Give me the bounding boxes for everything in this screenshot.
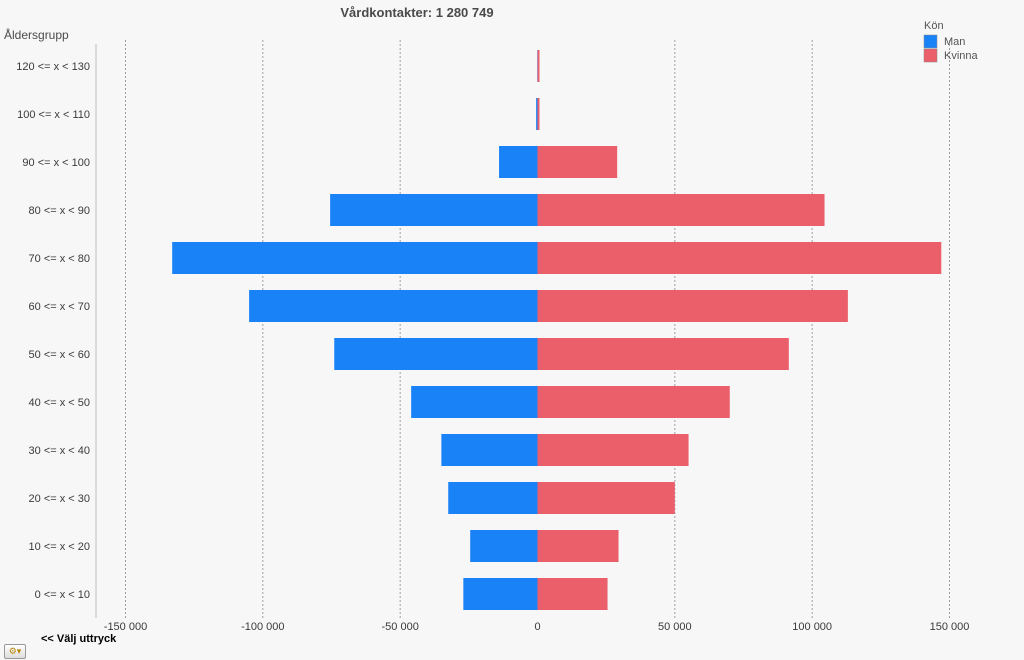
bar-man[interactable] [499, 146, 538, 178]
legend-swatch-man [923, 34, 938, 49]
y-tick-label: 50 <= x < 60 [29, 349, 90, 361]
bar-kvinna[interactable] [537, 434, 689, 466]
x-tick-label: -50 000 [382, 621, 419, 633]
bar-man[interactable] [536, 98, 539, 130]
gridlines [125, 40, 950, 618]
bar-man[interactable] [441, 434, 538, 466]
bar-kvinna[interactable] [537, 338, 789, 370]
bar-kvinna[interactable] [537, 50, 540, 82]
bar-man[interactable] [330, 194, 538, 226]
bar-man[interactable] [172, 242, 538, 274]
bar-man[interactable] [334, 338, 538, 370]
y-tick-label: 20 <= x < 30 [29, 493, 90, 505]
x-tick-label: 150 000 [930, 621, 970, 633]
chart-title: Vårdkontakter: 1 280 749 [340, 5, 493, 20]
bar-kvinna[interactable] [537, 578, 608, 610]
legend-title: Kön [924, 20, 944, 32]
legend-label-kvinna: Kvinna [944, 50, 979, 62]
bar-kvinna[interactable] [537, 530, 619, 562]
y-tick-label: 0 <= x < 10 [35, 589, 90, 601]
y-tick-label: 100 <= x < 110 [17, 109, 90, 121]
bar-kvinna[interactable] [537, 98, 540, 130]
x-tick-label: 0 [534, 621, 540, 633]
bars [172, 50, 942, 610]
y-tick-label: 40 <= x < 50 [29, 397, 90, 409]
legend-swatch-kvinna [923, 48, 938, 63]
x-tick-label: 100 000 [792, 621, 832, 633]
bar-man[interactable] [463, 578, 538, 610]
x-tick-labels: -150 000 -100 000 -50 000 0 50 000 100 000 150… [104, 621, 970, 633]
y-tick-label: 30 <= x < 40 [29, 445, 90, 457]
y-tick-label: 90 <= x < 100 [22, 157, 90, 169]
bar-kvinna[interactable] [537, 482, 675, 514]
choose-expression-link[interactable]: << Välj uttryck [41, 633, 117, 645]
x-tick-label: -100 000 [241, 621, 284, 633]
bar-kvinna[interactable] [537, 146, 618, 178]
tool-menu-icon[interactable]: ⚙▾ [4, 644, 26, 659]
bar-kvinna[interactable] [537, 194, 825, 226]
bar-man[interactable] [411, 386, 538, 418]
x-tick-label: 50 000 [658, 621, 692, 633]
bar-man[interactable] [470, 530, 538, 562]
bar-kvinna[interactable] [537, 242, 942, 274]
y-tick-label: 10 <= x < 20 [29, 541, 90, 553]
bar-man[interactable] [448, 482, 538, 514]
y-axis-title: Åldersgrupp [4, 27, 69, 42]
y-tick-label: 80 <= x < 90 [29, 205, 90, 217]
legend[interactable]: Kön Man Kvinna [923, 20, 979, 63]
x-tick-label: -150 000 [104, 621, 147, 633]
y-tick-label: 60 <= x < 70 [29, 301, 90, 313]
bar-kvinna[interactable] [537, 386, 730, 418]
bar-man[interactable] [249, 290, 538, 322]
y-tick-label: 120 <= x < 130 [16, 61, 90, 73]
y-tick-label: 70 <= x < 80 [29, 253, 90, 265]
legend-label-man: Man [944, 36, 965, 48]
y-tick-labels: 120 <= x < 130 100 <= x < 110 90 <= x < 10… [16, 61, 90, 601]
bar-kvinna[interactable] [537, 290, 848, 322]
